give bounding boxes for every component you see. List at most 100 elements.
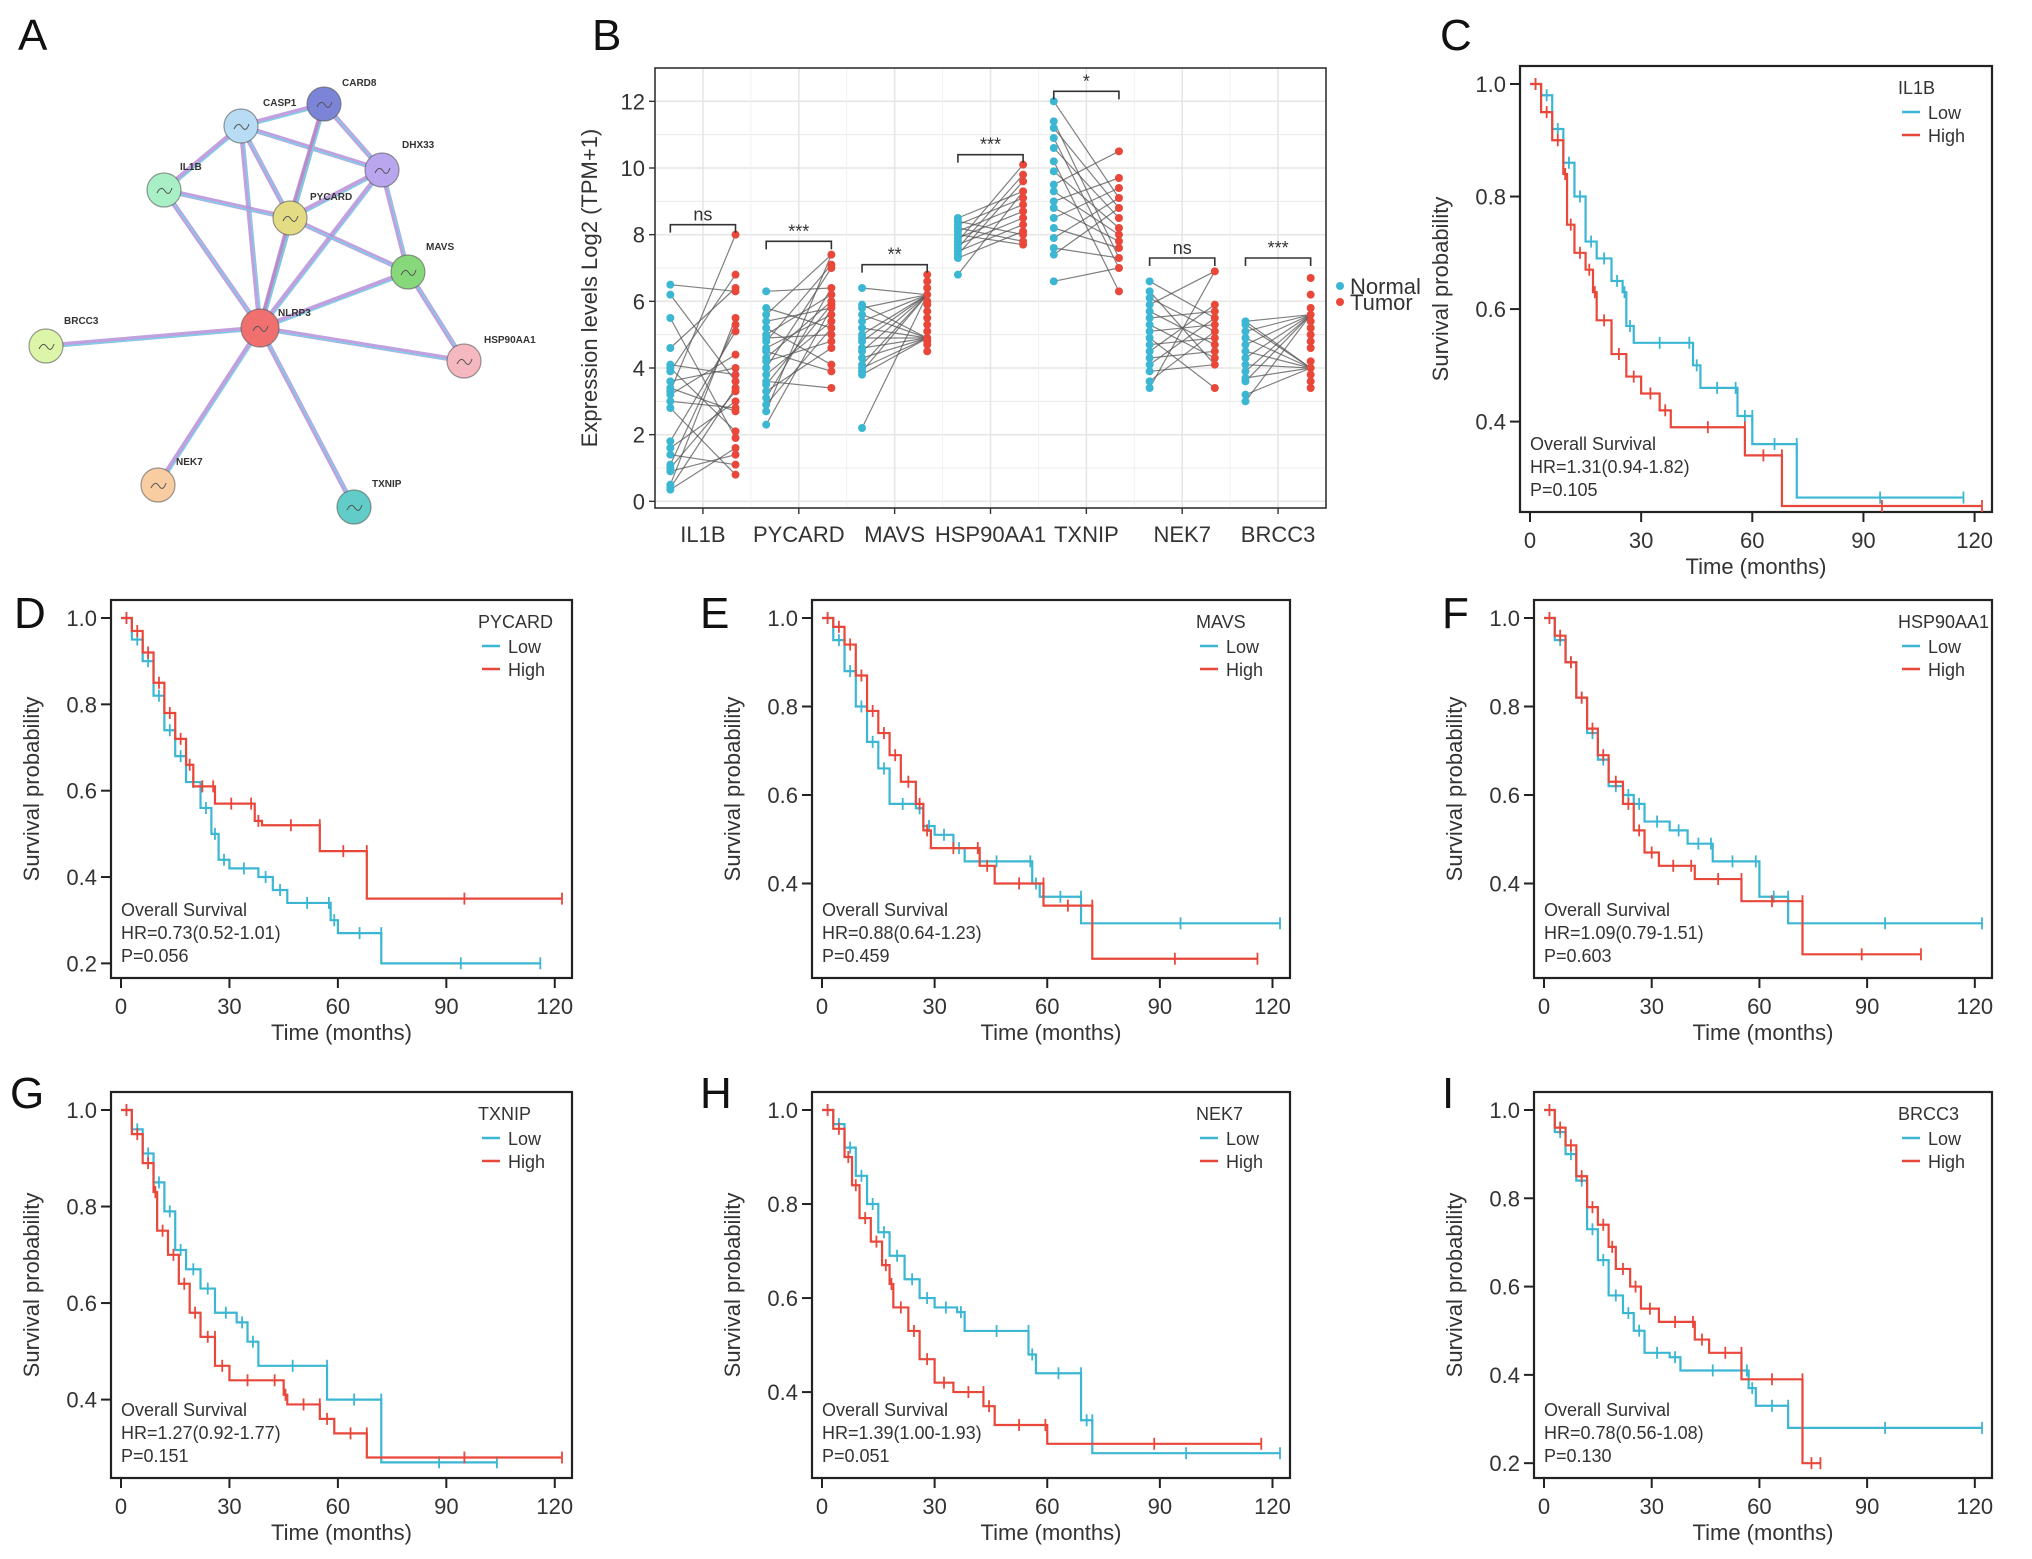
legend-label-high: High [1226,1152,1263,1172]
tumor-point [731,350,740,359]
pair-line [861,294,928,309]
pair-line [670,354,736,396]
pair-line [957,210,1024,239]
tumor-point [827,360,836,369]
pair-line [1053,197,1120,239]
tumor-point [923,340,932,349]
km-panel-c: 0 30 60 90 120 0.4 0.6 0.8 1.0 Time (months) Survi… [1428,64,1994,579]
pair-line [765,254,832,316]
network-node-label: HSP90AA1 [484,335,536,346]
tumor-point [1210,384,1219,392]
annotation-p: P=0.051 [822,1446,890,1466]
network-edge-evidence [291,218,410,275]
tumor-point [1114,204,1123,212]
x-tick-label: 60 [326,994,350,1019]
tumor-point [923,290,932,299]
normal-point [1241,390,1250,399]
pair-line [765,287,832,399]
y-tick-label: 0.2 [1489,1451,1520,1476]
pair-line [1149,364,1215,372]
legend-label-low: Low [1226,1129,1260,1149]
y-tick-label: 0.4 [66,865,97,890]
normal-point [1241,327,1250,336]
significance-label: *** [1268,238,1289,258]
network-edge-evidence [165,190,292,221]
x-tick-label: 90 [1855,994,1879,1019]
normal-point [1241,340,1250,349]
legend-label-low: Low [1928,1129,1962,1149]
network-node-label: NEK7 [176,457,203,468]
normal-point [762,317,771,326]
normal-point [858,370,867,379]
y-tick-label: 4 [633,356,645,381]
normal-point [762,394,771,402]
normal-point [1145,314,1154,322]
normal-point [953,254,962,262]
y-tick-label: 0.4 [1489,1363,1520,1388]
significance-label: ** [888,245,902,265]
annotation-p: P=0.459 [822,946,890,966]
x-tick-label: 120 [1254,994,1291,1019]
normal-point [1049,204,1058,212]
protein-structure-icon [252,325,269,332]
y-tick-label: 6 [633,289,645,314]
normal-point [858,317,867,326]
pair-line [957,224,1024,252]
x-tick-label: 60 [1747,1494,1771,1519]
y-tick-label: 0 [633,489,645,514]
network-edge [259,325,465,364]
tumor-point [827,330,836,339]
tumor-point [1306,330,1315,339]
x-tick-label: 120 [1956,1494,1993,1519]
x-tick-label: 60 [1747,994,1771,1019]
network-node-label: PYCARD [310,192,352,203]
network-edge [258,168,384,330]
tumor-point [1210,307,1219,316]
network-edge-evidence [47,328,262,349]
tumor-point [827,367,836,376]
tumor-point [923,270,932,279]
legend-label-high: High [1928,1152,1965,1172]
x-tick-label: 30 [1639,994,1663,1019]
pair-line [861,294,928,366]
y-tick-label: 0.4 [1475,410,1506,435]
pair-line [765,254,832,412]
pair-line [957,227,1024,242]
pair-line [669,287,736,349]
x-tick-label: BRCC3 [1241,522,1316,547]
y-tick-label: 0.6 [66,1291,97,1316]
y-axis-label: Survival probability [1442,1193,1467,1378]
plot-frame [810,1090,1292,1480]
pair-line [1149,271,1216,389]
tumor-point [731,370,740,379]
legend-marker-normal [1336,282,1344,290]
pair-line [1245,314,1311,346]
y-tick-label: 0.4 [767,872,798,897]
panel-label-h: H [700,1069,732,1118]
normal-point [762,287,771,296]
tumor-point [1114,174,1123,182]
panel-label-f: F [1442,589,1469,638]
normal-point [1145,367,1154,376]
normal-point [1145,347,1154,356]
pair-line [1245,314,1311,359]
x-axis-label: Time (months) [1686,554,1827,579]
normal-point [666,314,675,322]
normal-point [1241,397,1250,406]
panel-label-e: E [700,589,729,638]
legend-label-low: Low [1928,103,1962,123]
normal-point [1145,320,1154,329]
normal-point [762,420,771,429]
normal-point [1145,354,1154,362]
tumor-point [1114,214,1123,222]
protein-structure-icon [38,343,55,350]
normal-point [1241,347,1250,356]
tumor-point [1306,377,1315,386]
normal-point [1241,320,1250,329]
tumor-point [1019,230,1028,239]
normal-point [1241,354,1250,362]
normal-point [858,347,867,356]
tumor-point [731,230,740,239]
x-tick-label: 60 [1740,528,1764,553]
